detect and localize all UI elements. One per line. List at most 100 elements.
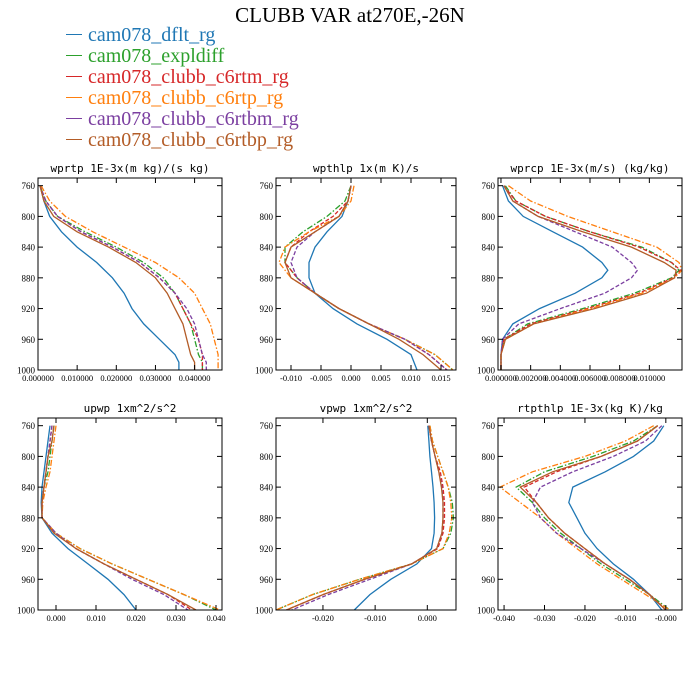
y-tick-label: 960 (260, 575, 274, 585)
y-tick-label: 880 (260, 273, 274, 283)
y-tick-label: 960 (22, 335, 36, 345)
legend-label: cam078_dflt_rg (88, 23, 216, 46)
legend-item: cam078_clubb_c6rtm_rg (66, 66, 299, 87)
legend-item: cam078_clubb_c6rtbp_rg (66, 129, 299, 150)
legend-swatch (66, 76, 82, 77)
series-line (523, 425, 667, 610)
x-tick-label: 0.000000 (485, 373, 517, 383)
y-tick-label: 840 (22, 483, 36, 493)
series-line (276, 425, 453, 610)
legend-label: cam078_clubb_c6rtbm_rg (88, 107, 299, 130)
x-tick-label: 0.010 (401, 373, 420, 383)
legend-swatch (66, 34, 82, 35)
legend-label: cam078_clubb_c6rtbp_rg (88, 128, 294, 151)
series-line (519, 425, 667, 610)
series-line (41, 425, 221, 610)
subplot: rtpthlp 1E-3x(kg K)/kg 760 800 840 880 920 960… (477, 402, 683, 623)
x-tick-label: 0.004000 (544, 373, 576, 383)
x-tick-label: 0.000 (418, 613, 437, 623)
x-tick-label: 0.008000 (604, 373, 636, 383)
plot-frame (497, 417, 683, 611)
series-line (500, 185, 682, 370)
series-line (284, 185, 442, 370)
x-tick-label: 0.020 (126, 613, 145, 623)
subplot-title: upwp 1xm^2/s^2 (84, 402, 177, 415)
series-line (39, 185, 204, 370)
series-line (500, 185, 677, 370)
y-tick-label: 920 (260, 544, 274, 554)
y-tick-label: 840 (482, 243, 496, 253)
legend-item: cam078_clubb_c6rtbm_rg (66, 108, 299, 129)
legend-swatch (66, 139, 82, 140)
x-tick-label: 0.006000 (574, 373, 606, 383)
y-tick-label: 840 (22, 243, 36, 253)
x-tick-label: 0.030000 (140, 373, 172, 383)
subplot: wpthlp 1x(m K)/s 760 800 840 880 920 960 1000 -0… (255, 162, 457, 383)
x-tick-label: 0.000 (46, 613, 65, 623)
x-tick-label: 0.005 (371, 373, 390, 383)
legend-label: cam078_clubb_c6rtp_rg (88, 86, 284, 109)
x-tick-label: 0.020000 (100, 373, 132, 383)
series-line (41, 425, 197, 610)
x-tick-label: 0.015 (431, 373, 450, 383)
legend-item: cam078_clubb_c6rtp_rg (66, 87, 299, 108)
x-tick-label: -0.020 (312, 613, 334, 623)
series-line (40, 185, 219, 370)
y-tick-label: 840 (260, 483, 274, 493)
series-line (498, 425, 671, 610)
x-tick-label: -0.020 (574, 613, 596, 623)
page-title: CLUBB VAR at270E,-26N (235, 3, 465, 27)
y-tick-label: 960 (260, 335, 274, 345)
series-line (39, 185, 207, 370)
series-line (39, 185, 204, 370)
y-tick-label: 760 (22, 421, 36, 431)
y-tick-label: 840 (260, 243, 274, 253)
y-tick-label: 960 (482, 575, 496, 585)
subplot-title: wprcp 1E-3x(m/s) (kg/kg) (511, 162, 670, 175)
subplot-title: vpwp 1xm^2/s^2 (320, 402, 413, 415)
x-tick-label: 0.010000 (61, 373, 93, 383)
y-tick-label: 960 (22, 575, 36, 585)
legend-item: cam078_dflt_rg (66, 24, 299, 45)
series-line (291, 425, 444, 610)
y-tick-label: 760 (260, 181, 274, 191)
series-line (39, 185, 196, 370)
subplot: vpwp 1xm^2/s^2 760 800 840 880 920 960 1000 -0.0… (255, 402, 457, 623)
subplot: wprcp 1E-3x(m/s) (kg/kg) 760 800 840 880 920 9… (477, 162, 683, 383)
series-line (41, 425, 217, 610)
x-tick-label: -0.010 (364, 613, 386, 623)
series-line (39, 185, 180, 370)
y-tick-label: 760 (482, 421, 496, 431)
series-line (40, 425, 137, 610)
y-tick-label: 760 (22, 181, 36, 191)
x-tick-label: 0.040000 (179, 373, 211, 383)
y-tick-label: 760 (482, 181, 496, 191)
legend-label: cam078_expldiff (88, 44, 225, 67)
series-line (41, 425, 193, 610)
y-tick-label: 1000 (17, 606, 36, 616)
series-line (284, 185, 454, 370)
y-tick-label: 760 (260, 421, 274, 431)
series-line (568, 425, 665, 610)
plot-frame (37, 177, 223, 371)
y-tick-label: 800 (22, 452, 36, 462)
legend-swatch (66, 55, 82, 56)
series-line (276, 425, 455, 610)
y-tick-label: 920 (482, 544, 496, 554)
x-tick-label: 0.010000 (633, 373, 665, 383)
x-tick-label: 0.040 (206, 613, 225, 623)
series-line (353, 425, 436, 610)
x-tick-label: -0.005 (310, 373, 332, 383)
y-tick-label: 800 (260, 212, 274, 222)
plot-frame (37, 417, 223, 611)
series-line (531, 425, 667, 610)
y-tick-label: 920 (22, 544, 36, 554)
subplot-title: wpthlp 1x(m K)/s (313, 162, 419, 175)
series-line (500, 185, 609, 370)
series-line (500, 185, 639, 370)
subplot: upwp 1xm^2/s^2 760 800 840 880 920 960 1000 0.00… (17, 402, 226, 623)
y-tick-label: 800 (482, 452, 496, 462)
y-tick-label: 920 (260, 304, 274, 314)
x-tick-label: 0.000 (341, 373, 360, 383)
x-tick-label: 0.030 (166, 613, 185, 623)
